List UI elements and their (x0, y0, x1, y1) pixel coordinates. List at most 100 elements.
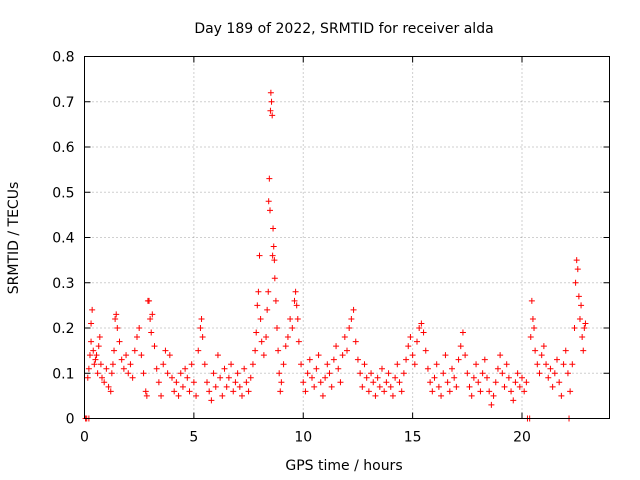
data-point (392, 374, 399, 381)
data-point (265, 198, 272, 205)
x-axis-label: GPS time / hours (285, 458, 402, 474)
data-point (270, 243, 277, 250)
data-point (528, 297, 535, 304)
data-point (409, 352, 416, 359)
data-point (263, 334, 270, 341)
data-point (280, 361, 287, 368)
data-point (267, 107, 274, 114)
data-point (560, 361, 567, 368)
data-point (311, 383, 318, 390)
data-point (578, 302, 585, 309)
y-tick-label: 0.3 (52, 276, 74, 292)
data-point (545, 374, 552, 381)
data-point (300, 379, 307, 386)
data-point (252, 347, 259, 354)
data-point (435, 383, 442, 390)
data-point (359, 383, 366, 390)
data-point (97, 361, 104, 368)
data-point (383, 379, 390, 386)
data-point (540, 343, 547, 350)
data-point (188, 361, 195, 368)
data-point (438, 392, 445, 399)
data-point (462, 352, 469, 359)
data-point (403, 356, 410, 363)
data-point (352, 338, 359, 345)
plot-frame (84, 56, 610, 419)
data-point (114, 325, 121, 331)
data-point (324, 361, 331, 368)
data-point (254, 302, 261, 309)
y-tick-label: 0.8 (52, 50, 74, 66)
data-point (155, 379, 162, 386)
data-point (313, 365, 320, 372)
data-point (146, 297, 153, 304)
data-point (475, 379, 482, 386)
data-point (136, 325, 143, 331)
data-point (569, 361, 576, 368)
data-point (247, 374, 254, 381)
data-point (414, 338, 420, 345)
data-point (333, 343, 340, 350)
data-point (501, 383, 508, 390)
data-point (284, 334, 291, 341)
data-point (346, 325, 353, 331)
data-point (440, 370, 447, 377)
data-point (354, 356, 361, 363)
data-point (268, 98, 275, 105)
data-point (234, 370, 241, 377)
data-point (116, 338, 123, 345)
data-point (276, 370, 283, 377)
data-point (210, 370, 217, 377)
data-point (490, 392, 497, 399)
y-tick-label: 0 (66, 412, 75, 428)
y-axis-label: SRMTID / TECUs (6, 182, 22, 295)
data-point (431, 374, 438, 381)
data-point (536, 370, 543, 377)
y-tick-label: 0.2 (52, 321, 74, 337)
data-point (376, 383, 383, 390)
data-point (477, 388, 484, 395)
data-point (212, 383, 219, 390)
data-point (429, 388, 436, 395)
data-point (166, 352, 173, 359)
data-point (317, 379, 324, 386)
data-point (512, 379, 519, 386)
data-point (579, 334, 586, 341)
data-point (90, 347, 97, 354)
data-point (521, 388, 528, 395)
data-point (93, 352, 100, 359)
data-point (293, 302, 300, 309)
data-point (420, 329, 427, 336)
data-point (95, 343, 102, 350)
data-point (459, 329, 466, 336)
data-point (265, 288, 272, 295)
data-point (389, 392, 396, 399)
data-point (287, 315, 294, 322)
data-point (184, 374, 191, 381)
data-point (134, 334, 140, 341)
data-point (433, 361, 440, 368)
data-point (140, 370, 147, 377)
data-point (444, 379, 451, 386)
data-point (508, 388, 515, 395)
data-point (523, 379, 530, 386)
data-point (204, 379, 210, 386)
data-point (255, 288, 262, 295)
data-point (214, 352, 221, 359)
data-point (198, 315, 205, 322)
data-point (99, 374, 105, 381)
data-point (328, 383, 335, 390)
data-point (554, 356, 560, 363)
data-point (348, 315, 355, 322)
data-point (105, 383, 112, 390)
data-point (282, 343, 289, 350)
data-point (374, 374, 381, 381)
data-point (291, 297, 298, 304)
data-point (505, 374, 512, 381)
data-point (230, 388, 237, 395)
data-point (239, 392, 245, 399)
data-point (381, 388, 388, 395)
data-point (88, 320, 95, 327)
data-point (267, 207, 273, 214)
data-point (574, 266, 581, 273)
